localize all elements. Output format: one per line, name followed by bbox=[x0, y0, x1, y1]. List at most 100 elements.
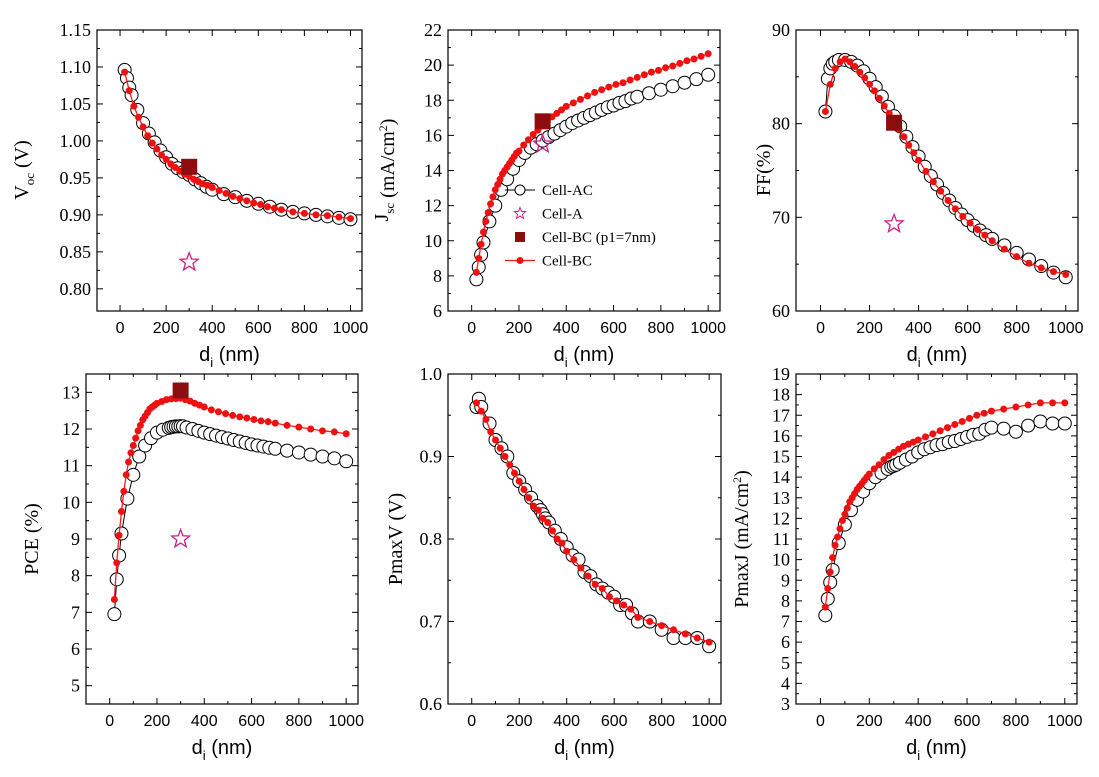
cell-bc-point bbox=[704, 50, 712, 58]
y-tick-label: 8 bbox=[433, 266, 442, 286]
cell-bc-point bbox=[484, 209, 492, 217]
cell-bc-point bbox=[834, 533, 842, 541]
cell-a-star bbox=[178, 250, 200, 272]
cell-bc-point bbox=[693, 634, 701, 642]
cell-ac-point bbox=[1045, 416, 1060, 431]
cell-bc-point bbox=[289, 208, 297, 216]
cell-bc-point bbox=[634, 613, 642, 621]
panel-pmaxj: 0 200 400 600 800 1000 34567891011121314151617… bbox=[730, 364, 1083, 763]
cell-bc-point bbox=[525, 494, 533, 502]
cell-ac-point bbox=[112, 548, 127, 563]
cell-bc-point bbox=[951, 205, 959, 213]
cell-bc-point bbox=[472, 399, 480, 407]
cell-bc-point bbox=[207, 406, 215, 414]
y-tick-label: 15 bbox=[772, 447, 790, 467]
x-tick-label: 0 bbox=[116, 320, 125, 337]
cell-bc-point bbox=[229, 192, 237, 200]
cell-bc-point bbox=[529, 130, 537, 138]
cell-bc-point bbox=[548, 527, 556, 535]
y-tick-label: 9 bbox=[71, 529, 80, 549]
cell-bc-point bbox=[250, 415, 258, 423]
cell-bc-point bbox=[130, 102, 138, 110]
x-tick-label: 1000 bbox=[333, 320, 369, 337]
legend-label: Cell-AC bbox=[542, 183, 593, 199]
cell-bc-point bbox=[856, 68, 864, 76]
cell-bc-point bbox=[120, 487, 128, 495]
y-tick-label: 13 bbox=[62, 382, 80, 402]
cell-bc-point bbox=[683, 57, 691, 65]
cell-bc-point bbox=[584, 92, 592, 100]
panel-pce: 0 200 400 600 800 1000 5 6 7 8 9 10 11 12 13 di (nm) PCE… bbox=[21, 373, 364, 763]
cell-bc-point bbox=[494, 181, 502, 189]
cell-bc-point bbox=[670, 626, 678, 634]
cell-bc-point bbox=[300, 209, 308, 217]
y-tick-label: 12 bbox=[772, 508, 790, 528]
x-tick-label: 800 bbox=[1003, 713, 1030, 730]
y-tick-label: 8 bbox=[781, 591, 790, 611]
cell-bc-point bbox=[655, 66, 663, 74]
cell-bc-point bbox=[831, 64, 839, 72]
cell-bc-point bbox=[831, 541, 839, 549]
cell-bc-point bbox=[122, 471, 130, 479]
y-tick-label: 19 bbox=[772, 364, 790, 384]
cell-ac-point bbox=[303, 447, 318, 462]
y-tick-label: 6 bbox=[71, 639, 80, 659]
y-tick-label: 12 bbox=[62, 419, 80, 439]
cell-bc-point bbox=[491, 186, 499, 194]
cell-bc-point bbox=[222, 189, 230, 197]
cell-a-star bbox=[169, 527, 192, 549]
cell-bc-point bbox=[506, 461, 514, 469]
plot-frame bbox=[85, 373, 359, 705]
cell-bc-point bbox=[843, 504, 851, 512]
cell-bc-point bbox=[544, 519, 552, 526]
cell-ac-point bbox=[701, 67, 716, 82]
y-tick-label: 10 bbox=[424, 231, 442, 251]
cell-bc-point bbox=[307, 425, 315, 433]
y-tick-label: 7 bbox=[781, 612, 790, 632]
cell-bc-point bbox=[312, 211, 320, 219]
cell-bc-point bbox=[134, 427, 142, 435]
x-tick-label: 200 bbox=[506, 320, 533, 337]
y-tick-label: 6 bbox=[781, 632, 790, 652]
cell-bc-point bbox=[236, 413, 244, 421]
x-tick-label: 800 bbox=[648, 713, 675, 730]
cell-ac-point bbox=[132, 449, 147, 464]
cell-bc-point bbox=[943, 424, 951, 432]
cell-ac-point bbox=[677, 75, 692, 90]
cell-ac-point bbox=[1057, 416, 1072, 431]
cell-bc-point bbox=[558, 539, 566, 547]
cell-bc-point bbox=[134, 113, 142, 121]
x-tick-label: 200 bbox=[856, 713, 883, 730]
x-tick-label: 400 bbox=[905, 320, 932, 337]
cell-bc-point bbox=[482, 217, 490, 225]
y-tick-label: 8 bbox=[71, 566, 80, 586]
cell-ac-point bbox=[280, 443, 295, 458]
y-tick-label: 1.0 bbox=[420, 364, 443, 384]
cell-bc-point bbox=[534, 506, 542, 514]
cell-bc-point bbox=[846, 58, 854, 66]
cell-bc-point bbox=[612, 80, 620, 88]
cell-bc-point bbox=[139, 123, 147, 131]
cell-bc-point bbox=[121, 68, 129, 76]
cell-bc-point bbox=[515, 477, 523, 485]
cell-bc-point bbox=[489, 193, 497, 201]
cell-bc-point bbox=[1012, 403, 1020, 411]
cell-bc-point bbox=[264, 418, 272, 426]
cell-bc-point bbox=[987, 407, 995, 415]
cell-bc-point bbox=[1062, 270, 1070, 278]
cell-bc-point bbox=[319, 427, 327, 435]
cell-bc-p1-square bbox=[886, 114, 903, 131]
cell-bc-point bbox=[870, 465, 878, 473]
cell-bc-point bbox=[965, 414, 973, 422]
cell-bc-point bbox=[662, 64, 670, 72]
cell-bc-point bbox=[973, 411, 981, 419]
cell-bc-point bbox=[866, 80, 874, 88]
cell-bc-point bbox=[640, 71, 648, 79]
cell-bc-point bbox=[335, 213, 343, 221]
cell-bc-point bbox=[838, 516, 846, 524]
y-tick-label: 1.00 bbox=[60, 131, 92, 151]
cell-bc-point bbox=[1049, 399, 1057, 407]
cell-bc-point bbox=[875, 461, 883, 469]
y-tick-label: 0.8 bbox=[420, 529, 443, 549]
cell-bc-point bbox=[875, 94, 883, 102]
